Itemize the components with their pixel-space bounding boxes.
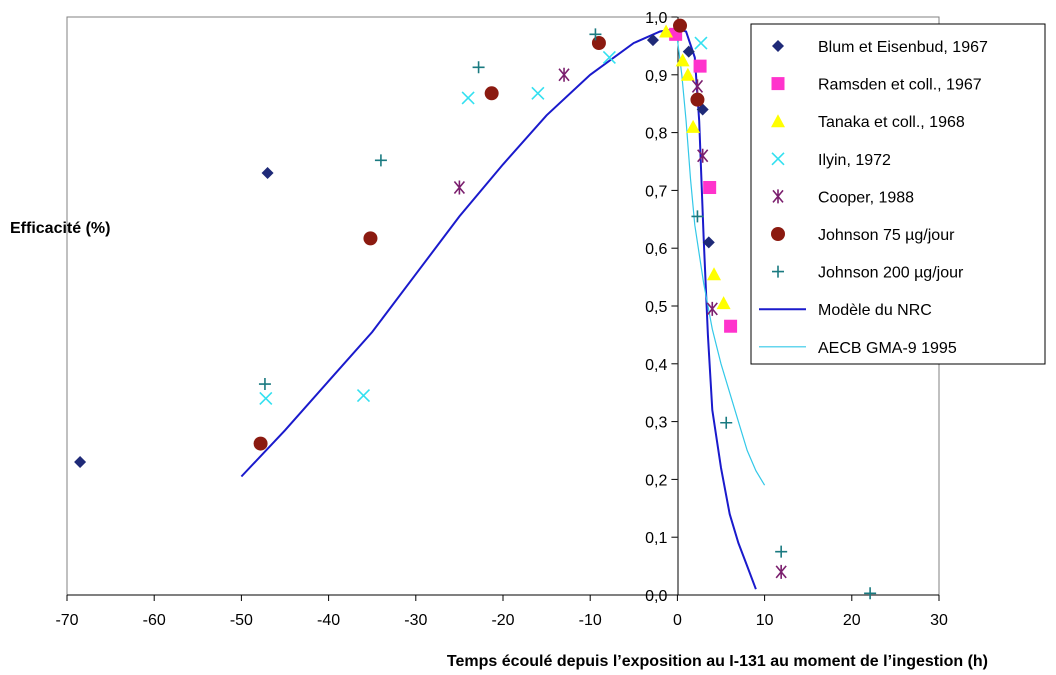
data-point <box>686 119 701 133</box>
data-point <box>646 34 659 47</box>
series-points <box>74 18 877 600</box>
x-tick-label: 10 <box>756 612 774 629</box>
x-axis-label: Temps écoulé depuis l’exposition au I-13… <box>447 653 988 670</box>
x-tick-label: -50 <box>230 612 253 629</box>
y-tick-label: 0,0 <box>645 588 667 605</box>
y-tick-label: 0,1 <box>645 530 667 547</box>
data-point <box>356 389 371 403</box>
data-point <box>864 587 877 600</box>
data-point <box>675 53 690 67</box>
legend-swatch <box>771 227 785 241</box>
legend-entry-label: Ilyin, 1972 <box>818 152 891 169</box>
legend: Blum et Eisenbud, 1967 Ramsden et coll., … <box>750 23 1046 365</box>
x-tick-label: 20 <box>843 612 861 629</box>
data-point <box>261 167 274 180</box>
y-tick-label: 0,6 <box>645 241 667 258</box>
data-point <box>680 67 695 81</box>
data-point <box>602 50 616 65</box>
x-tick-label: -20 <box>491 612 514 629</box>
series-line <box>675 25 766 486</box>
data-point <box>589 28 602 41</box>
data-point <box>693 59 707 73</box>
y-tick-label: 0,3 <box>645 415 667 432</box>
y-axis-label: Efficacité (%) <box>10 220 110 237</box>
x-tick-label: -70 <box>55 612 78 629</box>
data-point <box>472 61 485 74</box>
x-tick-label: 0 <box>673 612 682 629</box>
data-point <box>374 154 387 167</box>
legend-swatch <box>771 152 785 166</box>
legend-swatch <box>771 114 785 128</box>
data-point <box>703 181 717 195</box>
data-point <box>691 210 704 223</box>
legend-entry-label: Tanaka et coll., 1968 <box>818 114 965 131</box>
data-point <box>707 267 722 281</box>
y-axis-ticks: 0,0 0,1 0,2 0,3 0,4 0,5 0,6 0,7 0,8 0,9 1,0 <box>645 10 678 605</box>
data-point <box>461 91 475 105</box>
data-point <box>682 45 695 58</box>
legend-entry-label: Blum et Eisenbud, 1967 <box>818 39 988 56</box>
x-tick-label: -40 <box>317 612 340 629</box>
data-point <box>697 148 709 163</box>
data-point <box>696 103 709 116</box>
legend-swatch <box>772 265 784 278</box>
data-point <box>453 180 466 195</box>
y-tick-label: 0,2 <box>645 472 667 489</box>
legend-swatch <box>771 77 785 91</box>
legend-entry-label: Modèle du NRC <box>818 302 932 319</box>
data-point <box>253 436 268 451</box>
data-point <box>363 231 378 246</box>
data-point <box>694 36 708 50</box>
y-tick-label: 0,8 <box>645 126 667 143</box>
legend-entry-label: AECB GMA-9 1995 <box>818 340 957 357</box>
data-point <box>673 18 688 33</box>
legend-entry-label: Ramsden et coll., 1967 <box>818 77 982 94</box>
x-tick-label: 30 <box>930 612 948 629</box>
data-point <box>690 92 705 107</box>
data-point <box>531 86 545 100</box>
data-point <box>724 319 738 333</box>
data-point <box>259 391 273 406</box>
legend-entry-label: Cooper, 1988 <box>818 189 914 206</box>
x-tick-label: -60 <box>143 612 166 629</box>
legend-swatch <box>772 40 784 52</box>
data-point <box>591 36 606 51</box>
x-tick-label: -10 <box>579 612 602 629</box>
data-point <box>484 86 499 101</box>
data-point <box>702 236 715 249</box>
data-point <box>691 79 704 94</box>
data-point <box>775 564 787 579</box>
legend-entry-label: Johnson 200 µg/jour <box>818 265 964 282</box>
y-tick-label: 0,9 <box>645 68 667 85</box>
data-point <box>558 67 570 82</box>
data-point <box>775 545 788 558</box>
x-tick-label: -30 <box>404 612 427 629</box>
y-tick-label: 0,4 <box>645 357 667 374</box>
data-point <box>706 301 718 316</box>
legend-entry-label: Johnson 75 µg/jour <box>818 227 955 244</box>
y-tick-label: 0,7 <box>645 183 667 200</box>
data-point <box>659 24 674 38</box>
data-point <box>720 416 733 429</box>
legend-box <box>750 23 1046 365</box>
x-axis-ticks: -70 -60 -50 -40 -30 -20 -10 0 10 20 30 <box>55 595 948 629</box>
data-point <box>258 378 271 391</box>
y-tick-label: 0,5 <box>645 299 667 316</box>
data-point <box>716 296 731 310</box>
legend-swatch <box>772 189 784 204</box>
data-point <box>74 456 87 469</box>
y-tick-label: 1,0 <box>645 10 667 27</box>
